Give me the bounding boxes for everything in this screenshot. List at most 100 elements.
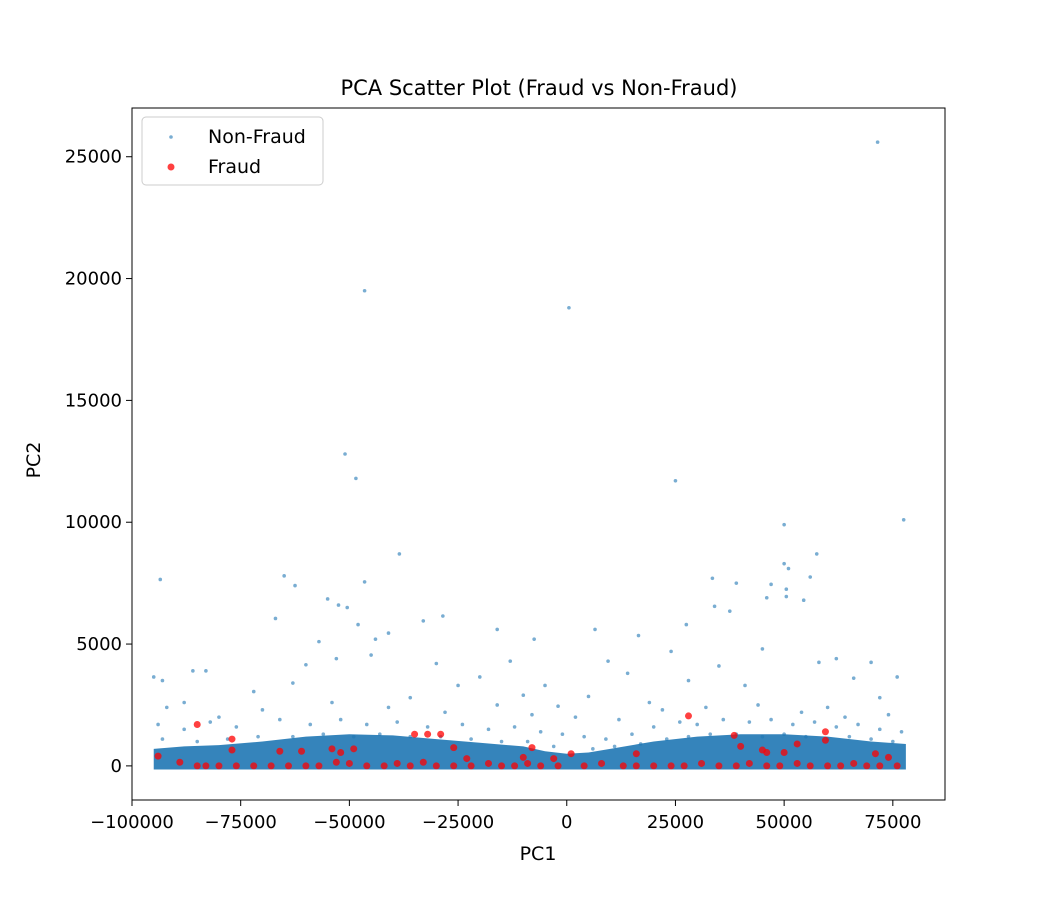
fraud-point xyxy=(450,744,458,752)
nonfraud-point xyxy=(812,720,817,724)
y-tick-label: 25000 xyxy=(65,147,122,168)
fraud-point xyxy=(893,762,901,770)
nonfraud-point xyxy=(727,609,732,613)
fraud-point xyxy=(250,762,258,770)
nonfraud-point xyxy=(591,747,595,751)
fraud-point xyxy=(450,762,458,770)
nonfraud-point xyxy=(317,639,321,644)
nonfraud-point xyxy=(638,742,643,746)
fraud-point xyxy=(763,762,771,770)
nonfraud-point xyxy=(717,664,721,668)
nonfraud-point xyxy=(651,725,656,729)
fraud-point xyxy=(821,736,829,744)
nonfraud-point xyxy=(434,661,439,666)
fraud-point xyxy=(267,762,275,770)
nonfraud-point xyxy=(799,710,804,715)
fraud-point xyxy=(619,762,627,770)
nonfraud-point xyxy=(647,700,652,705)
fraud-point xyxy=(567,750,575,758)
nonfraud-point xyxy=(825,705,830,710)
legend-box xyxy=(141,116,324,186)
nonfraud-point xyxy=(895,675,899,679)
nonfraud-point xyxy=(334,656,339,661)
nonfraud-point xyxy=(308,722,313,727)
nonfraud-point xyxy=(782,732,786,737)
nonfraud-point xyxy=(495,703,499,707)
nonfraud-point xyxy=(856,722,860,727)
nonfraud-point xyxy=(543,683,547,688)
nonfraud-point xyxy=(664,737,669,741)
nonfraud-point xyxy=(204,669,208,673)
fraud-point xyxy=(598,759,606,767)
x-tick-label: −50000 xyxy=(313,812,385,833)
nonfraud-point xyxy=(817,660,821,665)
nonfraud-point xyxy=(345,605,350,610)
y-axis: 0 5000 10000 15000 20000 25000 xyxy=(65,147,132,777)
nonfraud-point xyxy=(443,710,447,715)
fraud-point xyxy=(498,762,506,770)
nonfraud-point xyxy=(877,695,882,700)
fraud-point xyxy=(732,762,740,770)
nonfraud-point xyxy=(786,566,791,571)
y-tick-label: 0 xyxy=(111,756,122,777)
nonfraud-point xyxy=(556,704,560,708)
legend-label-non-fraud: Non-Fraud xyxy=(208,126,306,148)
y-tick-label: 15000 xyxy=(65,390,122,411)
legend: Non-Fraud Fraud xyxy=(141,116,324,186)
nonfraud-point xyxy=(582,734,586,739)
nonfraud-point xyxy=(160,678,165,683)
fraud-point xyxy=(437,730,445,738)
nonfraud-point xyxy=(278,717,282,722)
nonfraud-point xyxy=(354,476,358,481)
fraud-point xyxy=(519,753,527,761)
nonfraud-point xyxy=(808,575,813,579)
fraud-point xyxy=(824,762,832,770)
nonfraud-point xyxy=(760,734,765,739)
nonfraud-point xyxy=(158,577,163,582)
nonfraud-point xyxy=(743,683,747,688)
nonfraud-point xyxy=(421,619,426,623)
fraud-point xyxy=(176,758,184,766)
nonfraud-point xyxy=(834,725,839,729)
fraud-point xyxy=(763,748,771,756)
nonfraud-point xyxy=(291,681,295,685)
nonfraud-point xyxy=(695,722,699,727)
fraud-point xyxy=(511,762,519,770)
fraud-point xyxy=(528,744,536,752)
fraud-point xyxy=(276,747,284,755)
fraud-point xyxy=(154,752,162,760)
nonfraud-point xyxy=(886,712,891,717)
nonfraud-point xyxy=(164,705,169,710)
nonfraud-point xyxy=(875,140,880,144)
fraud-point xyxy=(393,759,401,767)
nonfraud-point xyxy=(604,737,608,741)
nonfraud-point xyxy=(869,737,873,741)
fraud-point xyxy=(554,762,562,770)
fraud-point xyxy=(328,745,336,753)
fraud-point xyxy=(411,730,419,738)
fraud-point xyxy=(432,762,440,770)
fraud-point xyxy=(406,762,414,770)
nonfraud-point xyxy=(338,717,343,722)
nonfraud-point xyxy=(336,603,341,607)
nonfraud-point xyxy=(460,722,465,727)
fraud-point xyxy=(380,762,388,770)
nonfraud-point xyxy=(378,732,382,737)
nonfraud-point xyxy=(851,676,856,680)
nonfraud-point xyxy=(606,659,610,663)
nonfraud-point xyxy=(532,637,536,641)
nonfraud-point xyxy=(525,739,530,744)
nonfraud-point xyxy=(847,734,852,739)
nonfraud-point xyxy=(782,522,786,527)
fraud-point xyxy=(698,759,706,767)
nonfraud-point xyxy=(586,694,591,699)
fraud-point xyxy=(580,762,588,770)
fraud-point xyxy=(745,759,753,767)
nonfraud-point xyxy=(304,662,308,667)
nonfraud-point xyxy=(478,675,482,679)
nonfraud-point xyxy=(734,581,739,585)
fraud-point xyxy=(793,759,801,767)
fraud-point xyxy=(793,740,801,748)
nonfraud-point xyxy=(364,722,369,727)
